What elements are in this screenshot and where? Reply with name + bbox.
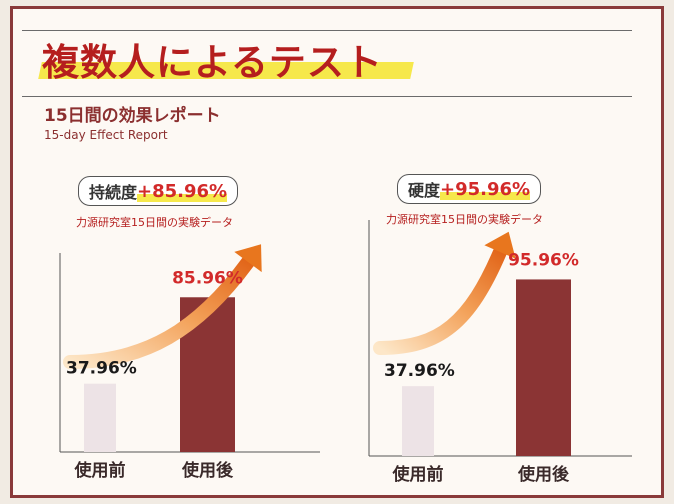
- metric-value: +95.96%: [440, 178, 531, 200]
- category-label: 使用後: [181, 460, 234, 481]
- metric-value: +85.96%: [137, 180, 228, 202]
- metric-pill-endurance: 持続度 +85.96%: [78, 176, 239, 206]
- bar-before: [402, 386, 434, 456]
- metric-label: 持続度: [89, 183, 138, 202]
- data-source-note: 力源研究室15日間の実験データ: [386, 213, 543, 226]
- bar-before: [84, 383, 116, 452]
- increase-arrow: [63, 255, 255, 369]
- data-label: 85.96%: [172, 268, 243, 288]
- bar-after: [516, 279, 571, 456]
- category-label: 使用前: [392, 464, 444, 485]
- report-subtitle-en: 15-day Effect Report: [44, 128, 168, 142]
- data-label: 37.96%: [66, 359, 137, 379]
- arrow-head-icon: [484, 231, 516, 259]
- arrow-head-icon: [234, 244, 262, 273]
- metric-pill-hardness: 硬度 +95.96%: [397, 174, 542, 204]
- header-divider: [22, 96, 632, 97]
- metric-label: 硬度: [408, 181, 441, 200]
- top-divider: [22, 30, 632, 31]
- data-label: 37.96%: [384, 361, 455, 381]
- data-label: 95.96%: [508, 250, 579, 270]
- category-label: 使用前: [74, 460, 126, 481]
- data-source-note: 力源研究室15日間の実験データ: [76, 216, 233, 229]
- report-subtitle: 15日間の効果レポート: [44, 106, 221, 126]
- increase-arrow: [373, 245, 507, 355]
- category-label: 使用後: [517, 464, 570, 485]
- page-title: 複数人によるテスト: [42, 41, 383, 84]
